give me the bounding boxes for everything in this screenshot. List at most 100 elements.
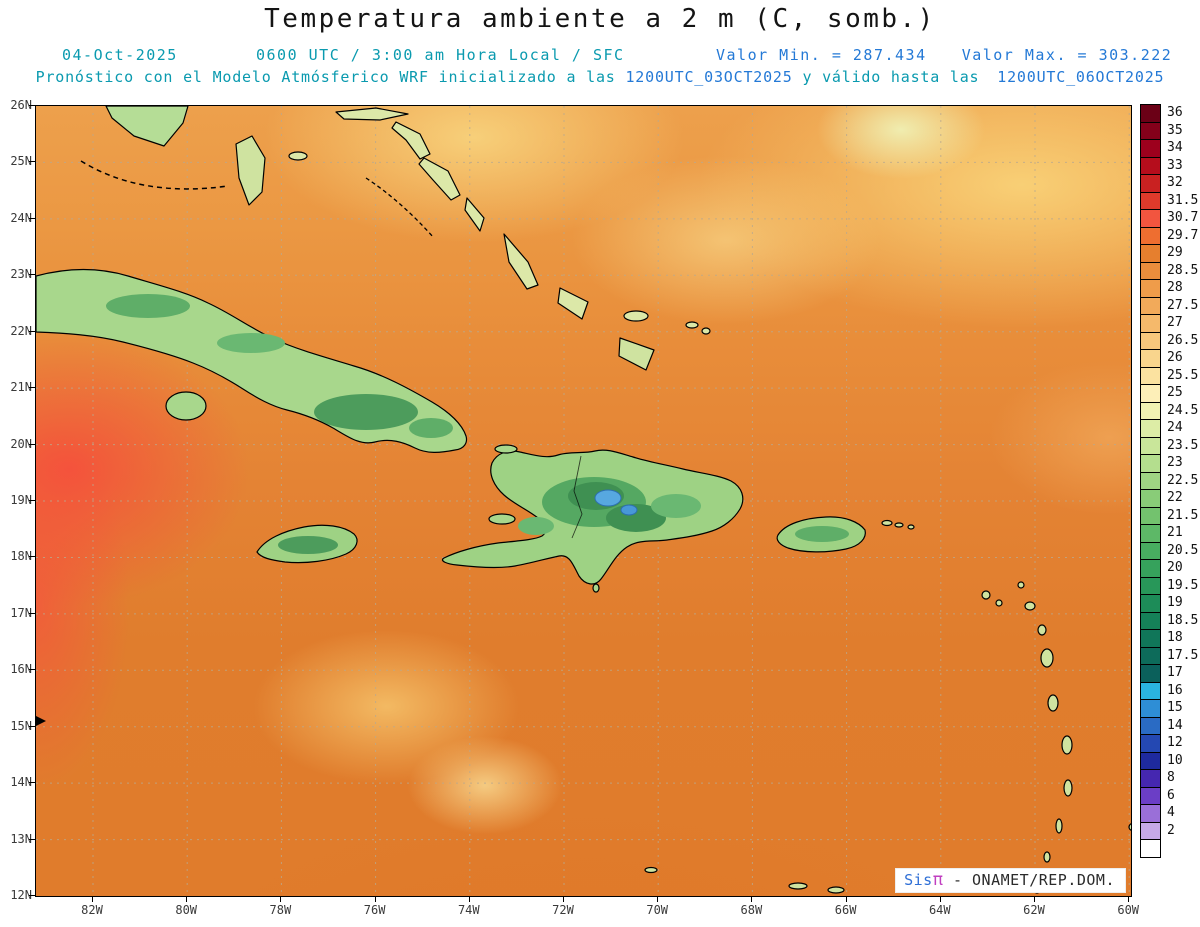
antilles-island (1040, 648, 1054, 668)
colorbar-swatch (1140, 629, 1161, 648)
colorbar-cell: 19 (1140, 594, 1198, 613)
lon-label: 62W (1023, 903, 1045, 917)
colorbar-level-label: 27.5 (1167, 297, 1199, 313)
cuba-highland (409, 418, 453, 438)
colorbar-level-label: 21.5 (1167, 507, 1199, 523)
lon-tick (563, 896, 564, 902)
colorbar-level-label: 35 (1167, 122, 1183, 138)
colorbar-swatch (1140, 296, 1161, 315)
colorbar-cell: 17 (1140, 664, 1198, 683)
colorbar-cell: 12 (1140, 734, 1198, 753)
colorbar-level-label: 18.5 (1167, 612, 1199, 628)
colorbar-swatch (1140, 839, 1161, 858)
colorbar-cell: 22.5 (1140, 471, 1199, 490)
colorbar-cell: 29.7 (1140, 226, 1198, 245)
colorbar-level-label: 36 (1167, 105, 1183, 120)
colorbar-swatch (1140, 209, 1161, 228)
lon-tick (1128, 896, 1130, 902)
colorbar-swatch (1140, 769, 1161, 788)
lon-tick (186, 896, 188, 902)
colorbar-cell: 6 (1140, 786, 1198, 805)
colorbar-swatch (1140, 366, 1161, 385)
lat-tick (29, 217, 35, 219)
colorbar-swatch (1140, 646, 1161, 665)
colorbar-cell: 29 (1140, 244, 1198, 263)
cold-peak-spot (594, 489, 622, 507)
lon-label: 82W (81, 903, 103, 917)
colorbar-swatch (1140, 576, 1161, 595)
lon-label: 66W (834, 903, 857, 917)
jamaica (256, 524, 358, 564)
lat-label: 14N (10, 775, 32, 790)
grand-bahama-island (335, 107, 409, 121)
colorbar-swatch (1140, 594, 1161, 613)
left-edge-marker (36, 716, 46, 726)
colorbar-cell: 32 (1140, 174, 1198, 193)
colorbar-cell: 21.5 (1140, 506, 1199, 525)
lat-tick (29, 556, 35, 558)
colorbar-level-label: 21 (1167, 525, 1183, 540)
credit-suffix: - ONAMET/REP.DOM. (952, 871, 1115, 889)
colorbar-level-label: 23 (1167, 455, 1183, 470)
forecast-line: Pronóstico con el Modelo Atmósferico WRF… (0, 68, 1200, 86)
virgin-island (894, 522, 904, 528)
florida-land (105, 106, 189, 147)
lat-label: 16N (10, 662, 32, 677)
colorbar-cell: 21 (1140, 524, 1198, 543)
lat-label: 24N (10, 210, 32, 225)
lon-label: 72W (552, 903, 574, 917)
colorbar-cell (1140, 839, 1198, 858)
lat-label: 25N (10, 154, 32, 169)
colorbar-level-label: 25 (1167, 385, 1183, 400)
lon-tick (374, 896, 376, 902)
caicos-island (701, 327, 711, 335)
lat-label: 19N (10, 493, 32, 507)
colorbar-cell: 30.7 (1140, 209, 1198, 228)
colorbar-cell: 18.5 (1140, 611, 1199, 630)
antilles-island (995, 599, 1003, 607)
crooked-island (557, 287, 589, 320)
hispaniola-highland (651, 494, 701, 518)
colorbar-level-label: 33 (1167, 157, 1183, 173)
colorbar-level-label: 4 (1167, 805, 1175, 820)
colorbar-level-label: 19 (1167, 595, 1183, 610)
colorbar-swatch (1140, 436, 1161, 455)
colorbar-cell: 22 (1140, 489, 1198, 508)
colorbar-swatch (1140, 524, 1161, 543)
colorbar-cell: 8 (1140, 769, 1198, 788)
southern-island (827, 886, 845, 894)
forecast-prefix: Pronóstico con el Modelo Atmósferico WRF… (35, 68, 616, 86)
colorbar-level-label: 22.5 (1167, 472, 1199, 488)
colorbar-cell: 16 (1140, 681, 1198, 700)
lat-tick (29, 274, 35, 276)
colorbar-cell: 34 (1140, 139, 1198, 158)
antilles-island (1047, 694, 1059, 712)
cuba-highland (217, 333, 285, 353)
lat-tick (29, 443, 35, 445)
colorbar-swatch (1140, 664, 1161, 683)
lat-tick (29, 330, 35, 332)
colorbar-cell: 18 (1140, 629, 1198, 648)
value-range-label: Valor Min. = 287.434 Valor Max. = 303.22… (716, 46, 1172, 64)
colorbar-cell: 28 (1140, 279, 1198, 298)
colorbar-cell: 28.5 (1140, 261, 1199, 280)
lat-tick (29, 895, 35, 897)
colorbar-level-label: 22 (1167, 490, 1183, 505)
lat-label: 18N (10, 549, 32, 564)
colorbar-cell: 25.5 (1140, 366, 1198, 385)
andros-island (235, 135, 266, 206)
forecast-mid: y válido hasta las (802, 68, 980, 86)
colorbar-cell: 15 (1140, 699, 1198, 718)
colorbar-level-label: 23.5 (1167, 437, 1199, 453)
lon-tick (92, 896, 93, 902)
colorbar-level-label: 28.5 (1167, 262, 1199, 278)
great-inagua-island (618, 337, 655, 371)
colorbar-level-label: 30.7 (1167, 210, 1199, 225)
page-title: Temperatura ambiente a 2 m (C, somb.) (264, 4, 936, 34)
lon-label: 76W (363, 903, 386, 917)
lat-tick (29, 387, 35, 389)
grid-layer (36, 106, 1131, 896)
lat-tick (29, 500, 35, 501)
colorbar-swatch (1140, 261, 1161, 280)
